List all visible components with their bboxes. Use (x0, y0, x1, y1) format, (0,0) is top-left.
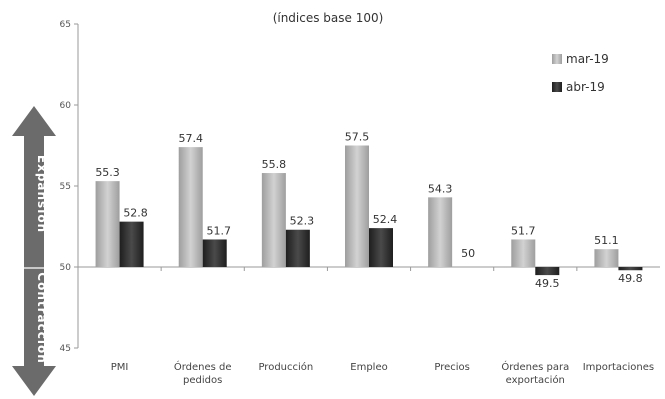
category-label-7: Importaciones (583, 362, 654, 373)
category-label-6: Órdenes para (501, 360, 569, 373)
data-label-mar-19-6: 51.7 (511, 224, 536, 237)
category-label-1: PMI (111, 362, 129, 373)
bar-abr-19-6 (535, 267, 560, 276)
y-tick-label: 65 (60, 20, 71, 30)
bar-abr-19-2 (202, 239, 227, 267)
bar-mar-19-7 (594, 249, 619, 267)
data-label-abr-19-2: 51.7 (206, 224, 231, 237)
category-label-4: Empleo (350, 362, 387, 373)
data-label-mar-19-3: 55.8 (262, 158, 287, 171)
data-label-mar-19-5: 54.3 (428, 182, 453, 195)
contraction-label: Contracción (35, 272, 49, 363)
category-label-2: pedidos (183, 375, 222, 386)
bar-mar-19-2 (178, 147, 203, 267)
bar-mar-19-3 (261, 173, 286, 267)
legend-swatch-mar-19 (552, 54, 562, 64)
bar-layer (95, 145, 643, 276)
bar-abr-19-4 (369, 228, 393, 267)
data-label-abr-19-3: 52.3 (290, 215, 315, 228)
category-label-3: Producción (258, 361, 313, 373)
bar-mar-19-4 (345, 145, 369, 267)
data-label-mar-19-7: 51.1 (594, 234, 619, 247)
bar-mar-19-5 (428, 197, 453, 267)
data-label-mar-19-4: 57.5 (345, 131, 370, 144)
category-label-2: Órdenes de (174, 360, 232, 373)
down-arrow-icon (12, 268, 56, 396)
data-label-mar-19-2: 57.4 (178, 132, 203, 145)
data-label-abr-19-7: 49.8 (618, 272, 643, 285)
bar-abr-19-7 (618, 267, 643, 271)
expansion-label: Expansión (35, 155, 49, 233)
chart-subtitle: (índices base 100) (273, 11, 384, 25)
legend-label-mar-19: mar-19 (566, 52, 609, 66)
legend: mar-19 abr-19 (552, 52, 609, 94)
y-tick-label: 60 (60, 101, 72, 111)
up-arrow-icon (12, 106, 56, 268)
data-label-abr-19-1: 52.8 (123, 207, 148, 220)
legend-swatch-abr-19 (552, 82, 562, 92)
bar-mar-19-1 (95, 181, 120, 267)
label-layer: 55.3 52.8 PMI 57.4 51.7 Órdenes de pedidos 55.8… (95, 131, 654, 387)
category-label-5: Precios (434, 362, 470, 373)
data-label-mar-19-1: 55.3 (95, 166, 120, 179)
data-label-abr-19-4: 52.4 (373, 213, 398, 226)
category-label-6: exportación (506, 374, 565, 386)
y-tick-label: 45 (60, 344, 71, 354)
data-label-abr-19-5: 50 (461, 247, 475, 260)
bar-abr-19-3 (285, 229, 310, 267)
expansion-contraction-arrow: Expansión Contracción (12, 106, 56, 396)
legend-label-abr-19: abr-19 (566, 80, 605, 94)
y-tick-label: 50 (60, 263, 72, 273)
y-tick-label: 55 (60, 182, 71, 192)
data-label-abr-19-6: 49.5 (535, 277, 560, 290)
bar-abr-19-1 (119, 221, 144, 267)
bar-mar-19-6 (511, 239, 536, 267)
